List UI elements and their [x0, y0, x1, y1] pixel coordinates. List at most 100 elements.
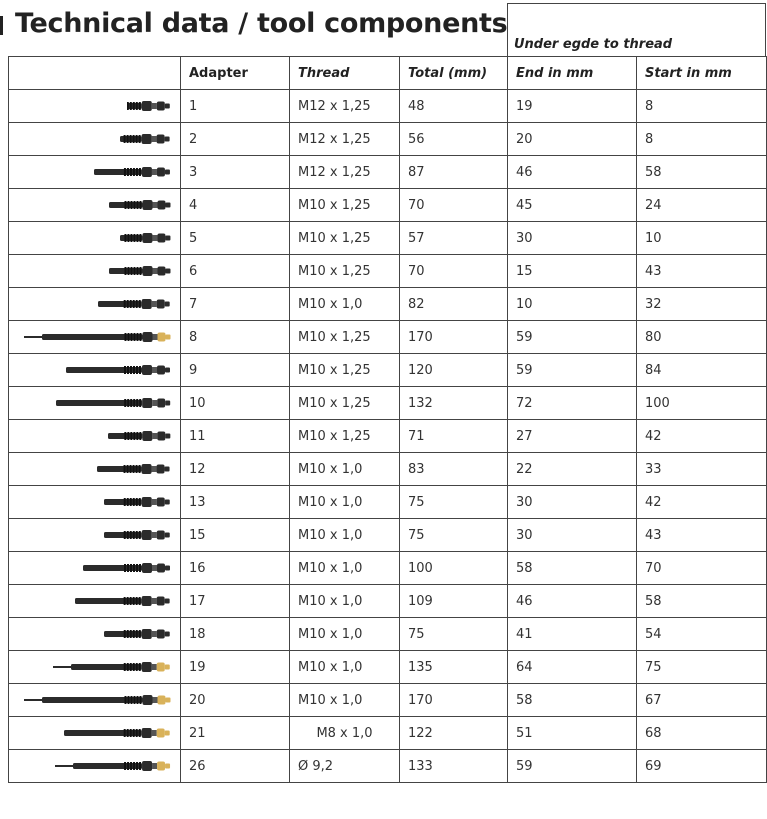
thread-cell: M10 x 1,0: [289, 617, 400, 651]
table-header-row: Adapter Thread Total (mm) End in mm Star…: [8, 56, 767, 90]
table-row: 3 M12 x 1,25 87 46 58: [8, 155, 767, 189]
tool-image-cell: [8, 518, 181, 552]
end-cell: 46: [507, 155, 637, 189]
thread-cell: M10 x 1,0: [289, 584, 400, 618]
tool-image-cell: [8, 485, 181, 519]
start-cell: 24: [636, 188, 767, 222]
thread-cell: M10 x 1,0: [289, 650, 400, 684]
end-cell: 46: [507, 584, 637, 618]
table-row: 6 M10 x 1,25 70 15 43: [8, 254, 767, 288]
adapter-tool-icon: [108, 200, 170, 210]
adapter-cell: 20: [180, 683, 290, 717]
tool-image-cell: [8, 221, 181, 255]
thread-cell: M10 x 1,25: [289, 320, 400, 354]
end-cell: 58: [507, 683, 637, 717]
start-cell: 58: [636, 155, 767, 189]
tool-image-cell: [8, 254, 181, 288]
table-row: 21 M8 x 1,0 122 51 68: [8, 716, 767, 750]
page-title: Technical data / tool components: [15, 8, 508, 39]
total-column-header: Total (mm): [399, 56, 508, 90]
adapter-cell: 9: [180, 353, 290, 387]
thread-cell: M10 x 1,0: [289, 518, 400, 552]
tool-image-cell: [8, 716, 181, 750]
adapter-tool-icon: [107, 431, 171, 441]
tool-image-cell: [8, 287, 181, 321]
end-cell: 27: [507, 419, 637, 453]
start-cell: 10: [636, 221, 767, 255]
adapter-cell: 8: [180, 320, 290, 354]
start-cell: 32: [636, 287, 767, 321]
table-row: 8 M10 x 1,25 170 59 80: [8, 320, 767, 354]
table-row: 11 M10 x 1,25 71 27 42: [8, 419, 767, 453]
total-cell: 122: [399, 716, 508, 750]
start-cell: 80: [636, 320, 767, 354]
start-cell: 100: [636, 386, 767, 420]
total-cell: 170: [399, 320, 508, 354]
start-cell: 68: [636, 716, 767, 750]
total-cell: 70: [399, 254, 508, 288]
end-cell: 59: [507, 353, 637, 387]
table-row: 12 M10 x 1,0 83 22 33: [8, 452, 767, 486]
thread-cell: M10 x 1,25: [289, 254, 400, 288]
table-row: 20 M10 x 1,0 170 58 67: [8, 683, 767, 717]
table-row: 26 Ø 9,2 133 59 69: [8, 749, 767, 783]
thread-cell: M10 x 1,0: [289, 452, 400, 486]
thread-cell: M10 x 1,0: [289, 683, 400, 717]
adapter-tool-icon: [23, 695, 170, 705]
end-cell: 41: [507, 617, 637, 651]
tool-image-cell: [8, 353, 181, 387]
end-cell: 10: [507, 287, 637, 321]
tool-image-cell: [8, 89, 181, 123]
end-cell: 72: [507, 386, 637, 420]
total-cell: 75: [399, 485, 508, 519]
thread-column-header: Thread: [289, 56, 400, 90]
end-cell: 51: [507, 716, 637, 750]
thread-cell: M12 x 1,25: [289, 155, 400, 189]
adapter-cell: 17: [180, 584, 290, 618]
adapter-tool-icon: [83, 563, 170, 573]
end-cell: 20: [507, 122, 637, 156]
table-row: 9 M10 x 1,25 120 59 84: [8, 353, 767, 387]
table-row: 1 M12 x 1,25 48 19 8: [8, 89, 767, 123]
tool-image-cell: [8, 650, 181, 684]
image-column-header: [8, 56, 181, 90]
start-column-header: Start in mm: [636, 56, 767, 90]
adapter-tool-icon: [127, 101, 171, 111]
table-row: 4 M10 x 1,25 70 45 24: [8, 188, 767, 222]
adapter-cell: 5: [180, 221, 290, 255]
tool-image-cell: [8, 419, 181, 453]
start-cell: 43: [636, 518, 767, 552]
end-cell: 19: [507, 89, 637, 123]
table-row: 7 M10 x 1,0 82 10 32: [8, 287, 767, 321]
adapter-cell: 18: [180, 617, 290, 651]
adapter-cell: 19: [180, 650, 290, 684]
adapter-tool-icon: [23, 332, 170, 342]
adapter-cell: 1: [180, 89, 290, 123]
adapter-cell: 7: [180, 287, 290, 321]
thread-cell: M10 x 1,0: [289, 551, 400, 585]
adapter-tool-icon: [54, 761, 171, 771]
tool-image-cell: [8, 683, 181, 717]
adapter-cell: 15: [180, 518, 290, 552]
start-cell: 8: [636, 89, 767, 123]
adapter-cell: 6: [180, 254, 290, 288]
adapter-cell: 16: [180, 551, 290, 585]
adapter-tool-icon: [75, 596, 171, 606]
start-cell: 84: [636, 353, 767, 387]
tool-image-cell: [8, 155, 181, 189]
components-table: Adapter Thread Total (mm) End in mm Star…: [8, 56, 767, 783]
total-cell: 70: [399, 188, 508, 222]
total-cell: 109: [399, 584, 508, 618]
total-cell: 87: [399, 155, 508, 189]
total-cell: 100: [399, 551, 508, 585]
total-cell: 75: [399, 518, 508, 552]
total-cell: 120: [399, 353, 508, 387]
tool-image-cell: [8, 617, 181, 651]
thread-cell: M12 x 1,25: [289, 89, 400, 123]
thread-cell: M10 x 1,25: [289, 386, 400, 420]
adapter-tool-icon: [104, 629, 170, 639]
under-edge-group-header: Under egde to thread: [507, 3, 766, 56]
end-cell: 30: [507, 221, 637, 255]
start-cell: 43: [636, 254, 767, 288]
total-cell: 133: [399, 749, 508, 783]
